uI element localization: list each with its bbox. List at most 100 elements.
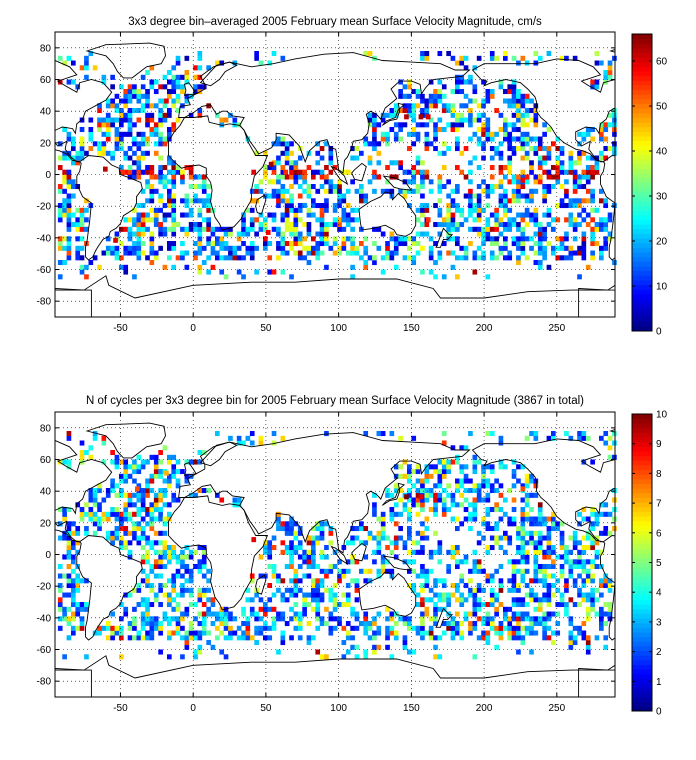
data-bin	[258, 630, 264, 636]
data-bin	[268, 161, 274, 167]
x-tick-label: 250	[548, 703, 565, 714]
data-bin	[546, 51, 552, 57]
colorbar-segment	[632, 159, 652, 165]
data-bin	[590, 155, 595, 161]
data-bin	[153, 150, 159, 156]
data-bin	[503, 165, 508, 171]
data-bin	[376, 530, 382, 536]
data-bin	[149, 112, 155, 118]
data-bin	[267, 549, 273, 555]
data-bin	[372, 502, 377, 508]
data-bin	[385, 136, 390, 142]
data-bin	[472, 193, 478, 199]
data-bin	[433, 583, 438, 589]
data-bin	[455, 141, 460, 147]
data-bin	[463, 65, 469, 71]
data-bin	[136, 203, 142, 209]
data-bin	[162, 502, 168, 508]
data-bin	[280, 150, 286, 156]
data-bin	[603, 578, 609, 584]
data-bin	[407, 625, 412, 631]
data-bin	[516, 179, 521, 185]
data-bin	[594, 564, 600, 570]
data-bin	[101, 250, 107, 256]
data-bin	[75, 236, 81, 242]
data-bin	[559, 592, 565, 598]
data-bin	[271, 431, 277, 437]
data-bin	[594, 226, 600, 232]
data-bin	[271, 226, 277, 232]
data-bin	[529, 616, 534, 622]
data-bin	[276, 226, 281, 232]
data-bin	[350, 226, 355, 232]
data-bin	[62, 511, 67, 517]
data-bin	[324, 165, 329, 171]
colorbar-tick-label: 2	[656, 647, 662, 658]
data-bin	[537, 530, 543, 536]
data-bin	[564, 179, 569, 185]
data-bin	[577, 564, 582, 570]
data-bin	[62, 616, 67, 622]
data-bin	[455, 549, 460, 555]
data-bin	[283, 169, 289, 175]
data-bin	[197, 55, 203, 61]
data-bin	[167, 616, 172, 622]
data-bin	[88, 488, 94, 494]
data-bin	[302, 592, 307, 598]
data-bin	[350, 179, 355, 185]
data-bin	[101, 117, 107, 123]
data-bin	[415, 89, 421, 95]
data-bin	[537, 174, 543, 180]
data-bin	[418, 114, 424, 120]
data-bin	[551, 165, 556, 171]
data-bin	[476, 217, 482, 223]
colorbar-segment	[632, 61, 652, 67]
data-bin	[167, 545, 172, 551]
data-bin	[345, 540, 351, 546]
data-bin	[319, 184, 325, 190]
data-bin	[171, 207, 177, 213]
data-bin	[437, 184, 443, 190]
data-bin	[350, 264, 355, 270]
data-bin	[485, 621, 491, 627]
data-bin	[101, 150, 107, 156]
data-bin	[280, 250, 286, 256]
data-bin	[450, 122, 456, 128]
data-bin	[463, 250, 469, 256]
data-bin	[149, 587, 155, 593]
data-bin	[145, 169, 150, 175]
data-bin	[572, 174, 578, 180]
data-bin	[511, 473, 517, 479]
data-bin	[581, 236, 587, 242]
data-bin	[389, 127, 395, 133]
data-bin	[123, 473, 129, 479]
data-bin	[188, 112, 194, 118]
data-bin	[110, 630, 115, 636]
data-bin	[472, 250, 478, 256]
data-bin	[306, 592, 312, 598]
data-bin	[537, 606, 543, 612]
data-bin	[136, 117, 142, 123]
data-bin	[520, 635, 526, 641]
data-bin	[568, 169, 574, 175]
data-bin	[481, 131, 486, 137]
data-bin	[424, 51, 430, 57]
data-bin	[577, 511, 582, 517]
data-bin	[145, 573, 150, 579]
data-bin	[350, 635, 355, 641]
data-bin	[251, 169, 257, 175]
data-bin	[280, 611, 286, 617]
data-bin	[171, 583, 177, 589]
data-bin	[507, 587, 513, 593]
data-bin	[585, 155, 591, 161]
data-bin	[441, 459, 447, 465]
data-bin	[84, 65, 89, 71]
data-bin	[450, 127, 456, 133]
data-bin	[136, 165, 142, 171]
data-bin	[581, 169, 587, 175]
data-bin	[503, 616, 508, 622]
data-bin	[393, 511, 399, 517]
data-bin	[503, 245, 508, 251]
data-bin	[537, 264, 543, 270]
data-bin	[481, 473, 486, 479]
